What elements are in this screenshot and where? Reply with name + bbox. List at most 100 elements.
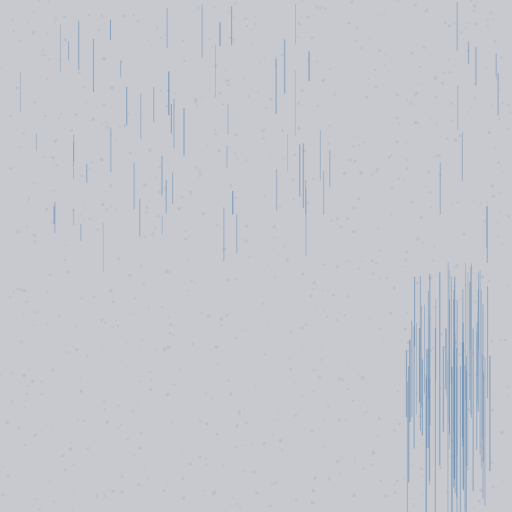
speckle <box>387 70 389 72</box>
speckle <box>419 215 424 220</box>
speckle <box>210 348 212 351</box>
speckle <box>292 197 295 200</box>
speckle <box>227 83 231 87</box>
speckle <box>392 286 396 290</box>
speckle <box>433 76 438 80</box>
speckle <box>83 419 86 423</box>
speckle <box>339 458 342 461</box>
speckle <box>11 18 14 21</box>
speckle <box>486 18 488 21</box>
speckle <box>63 38 68 42</box>
speckle <box>377 417 381 421</box>
speckle <box>27 197 31 201</box>
speckle <box>238 412 242 416</box>
speckle <box>430 117 432 119</box>
speckle <box>308 483 311 486</box>
speckle <box>435 122 439 126</box>
speckle <box>309 294 313 298</box>
speckle <box>165 269 169 274</box>
speckle <box>59 314 61 317</box>
speckle <box>300 326 304 330</box>
speckle <box>181 477 185 481</box>
speckle <box>272 225 277 229</box>
speckle <box>80 297 84 300</box>
speckle <box>347 259 351 263</box>
speckle <box>472 8 476 13</box>
speckle <box>109 288 113 293</box>
speckle <box>486 202 489 205</box>
speckle <box>242 470 245 473</box>
speckle <box>28 368 31 371</box>
speckle <box>503 410 506 413</box>
speckle <box>139 431 143 435</box>
speckle <box>72 345 75 348</box>
speckle <box>484 357 486 360</box>
speckle <box>198 169 201 172</box>
speckle <box>25 297 28 299</box>
speckle <box>332 92 337 97</box>
speckle <box>497 235 500 238</box>
speckle <box>368 317 371 320</box>
speckle <box>359 46 363 51</box>
speckle <box>352 206 356 210</box>
speckle <box>235 157 239 160</box>
speckle <box>206 236 209 238</box>
speckle <box>315 368 318 371</box>
speckle <box>419 467 423 471</box>
speckle <box>319 217 322 220</box>
speckle <box>321 289 324 292</box>
speckle <box>264 106 268 110</box>
speckle <box>48 480 51 483</box>
speckle <box>166 484 169 487</box>
speckle <box>194 281 197 284</box>
speckle <box>65 350 69 354</box>
speckle <box>37 311 40 314</box>
speckle <box>93 440 95 442</box>
speckle <box>49 273 52 276</box>
speckle <box>335 264 339 269</box>
speckle <box>206 314 211 318</box>
speckle <box>132 13 136 17</box>
speckle <box>123 14 127 18</box>
speckle <box>473 507 476 510</box>
speckle <box>336 124 338 127</box>
speckle <box>136 482 141 487</box>
speckle <box>392 428 396 432</box>
speckle <box>470 105 473 108</box>
speckle <box>372 271 375 274</box>
speckle <box>188 235 191 238</box>
speckle <box>191 342 194 346</box>
speckle <box>368 37 371 40</box>
speckle <box>335 318 339 322</box>
speckle <box>412 37 415 40</box>
speckle <box>233 153 237 156</box>
speckle <box>214 345 219 350</box>
speckle <box>490 339 494 343</box>
speckle <box>151 232 155 236</box>
speckle <box>446 490 449 494</box>
speckle <box>276 411 280 414</box>
speckle <box>18 145 21 148</box>
speckle <box>188 160 191 163</box>
speckle <box>315 5 319 9</box>
speckle <box>467 111 469 113</box>
tile-top-right <box>256 0 512 264</box>
speckle <box>143 468 146 471</box>
speckle <box>499 339 502 342</box>
speckle <box>47 57 51 61</box>
tile-top-left <box>0 0 256 272</box>
speckle <box>241 210 244 213</box>
speckle <box>201 212 205 216</box>
speckle <box>453 266 456 269</box>
speckle <box>507 385 511 389</box>
speckle <box>479 353 482 355</box>
speckle <box>22 385 25 388</box>
speckle <box>396 93 400 97</box>
speckle <box>479 170 481 172</box>
speckle <box>269 504 272 508</box>
speckle <box>60 249 62 252</box>
speckle <box>45 323 48 326</box>
speckle <box>310 35 314 40</box>
